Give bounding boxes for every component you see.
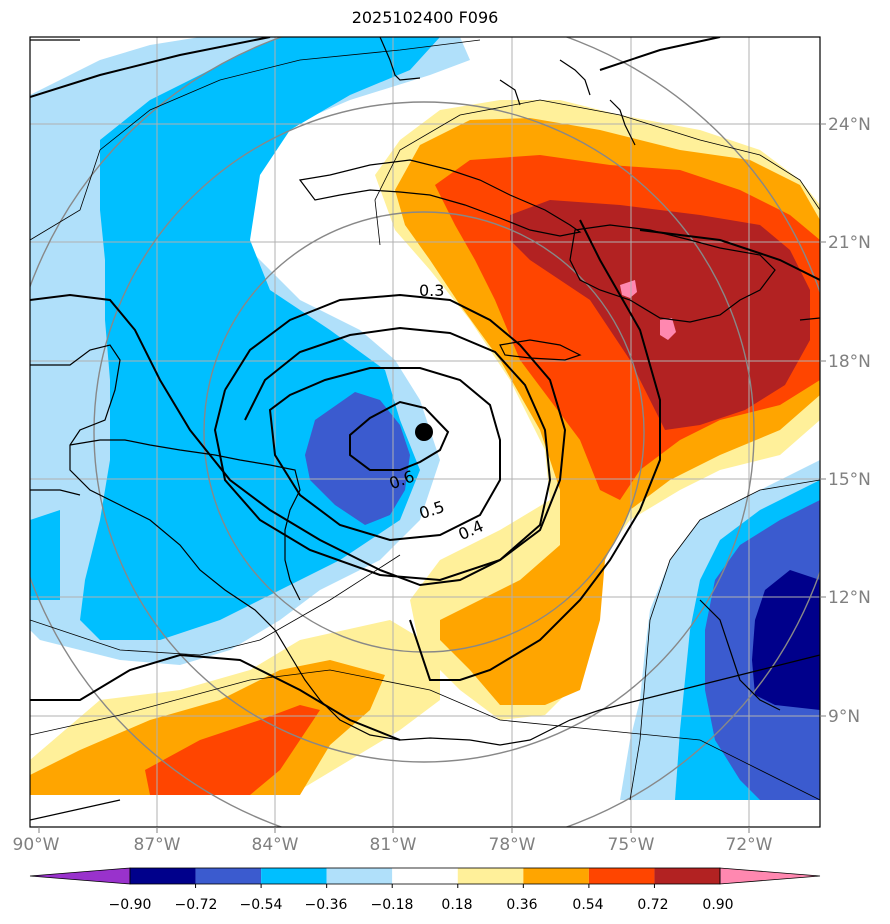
contour-0.6 [349,400,450,471]
map-area: 0.3 0.4 0.5 0.6 [30,37,820,827]
colorbar-swatch [392,868,458,884]
lat-label-12n: 12°N [828,588,871,608]
colorbar-tick-3: −0.36 [305,897,348,913]
lat-labels: 24°N 21°N 18°N 15°N 12°N 9°N [828,115,871,727]
lon-label-90w: 90°W [13,835,60,855]
lon-label-72w: 72°W [726,835,773,855]
contour-outer-2 [409,219,661,681]
anomaly-contours [30,37,820,741]
lat-label-18n: 18°N [828,352,871,372]
lat-ticks [820,123,826,717]
colorbar-swatch [195,868,262,884]
contour-outer [30,653,401,741]
lon-ticks [38,827,750,833]
shade-pink-2 [660,318,676,340]
gridlines [30,37,820,827]
colorbar-swatch [326,868,393,884]
colorbar-extend-low [29,867,131,885]
shade-pink-1 [620,280,637,298]
storm-center-marker [415,423,433,441]
lat-label-15n: 15°N [828,470,871,490]
shade-firebrick-main [510,200,810,430]
map-frame [29,36,821,828]
range-rings [30,37,820,827]
colorbar-tick-8: 0.72 [637,897,668,913]
colorbar-tick-5: 0.18 [441,897,472,913]
colorbar-swatch [523,868,589,884]
contour-top [30,37,271,98]
colorbar-tick-4: −0.18 [371,897,414,913]
contour-outer-3 [639,229,820,281]
lon-label-87w: 87°W [134,835,181,855]
colorbar: −0.90 −0.72 −0.54 −0.36 −0.18 0.18 0.36 … [29,867,821,913]
contour-labels: 0.3 0.4 0.5 0.6 [387,281,487,544]
contour-0.5 [268,367,501,542]
shade-navy-east [752,570,820,710]
colorbar-frame [129,867,721,885]
lon-labels: 90°W 87°W 84°W 81°W 78°W 75°W 72°W [13,835,773,855]
lat-label-24n: 24°N [828,115,871,135]
thin-contours [30,39,820,801]
lat-label-21n: 21°N [828,233,871,253]
contour-0.4 [213,326,552,582]
lon-label-78w: 78°W [489,835,536,855]
colorbar-ticks: −0.90 −0.72 −0.54 −0.36 −0.18 0.18 0.36 … [109,897,734,913]
coastlines [30,37,820,821]
colorbar-swatch [457,868,524,884]
colorbar-tick-0: −0.90 [109,897,152,913]
map-title: 2025102400 F096 [351,8,499,27]
lon-label-75w: 75°W [608,835,655,855]
colorbar-swatch [261,868,327,884]
shade-orange-southwest [30,660,385,795]
colorbar-swatches [29,867,821,888]
colorbar-extend-high [719,867,821,885]
lon-label-81w: 81°W [370,835,417,855]
colorbar-tick-2: −0.54 [240,897,283,913]
lat-label-9n: 9°N [828,707,860,727]
contour-label-0.3: 0.3 [419,281,444,300]
colorbar-tick-7: 0.54 [572,897,603,913]
contour-top-2 [599,37,721,71]
colorbar-swatch [654,868,720,884]
shade-royal-blue-center [305,392,410,525]
colorbar-tick-1: −0.72 [175,897,218,913]
colorbar-tick-6: 0.36 [506,897,537,913]
colorbar-swatch [588,868,655,884]
lon-label-84w: 84°W [252,835,299,855]
shade-blue-west-edge [30,510,60,600]
colorbar-tick-9: 0.90 [702,897,733,913]
colorbar-swatch [130,868,196,884]
